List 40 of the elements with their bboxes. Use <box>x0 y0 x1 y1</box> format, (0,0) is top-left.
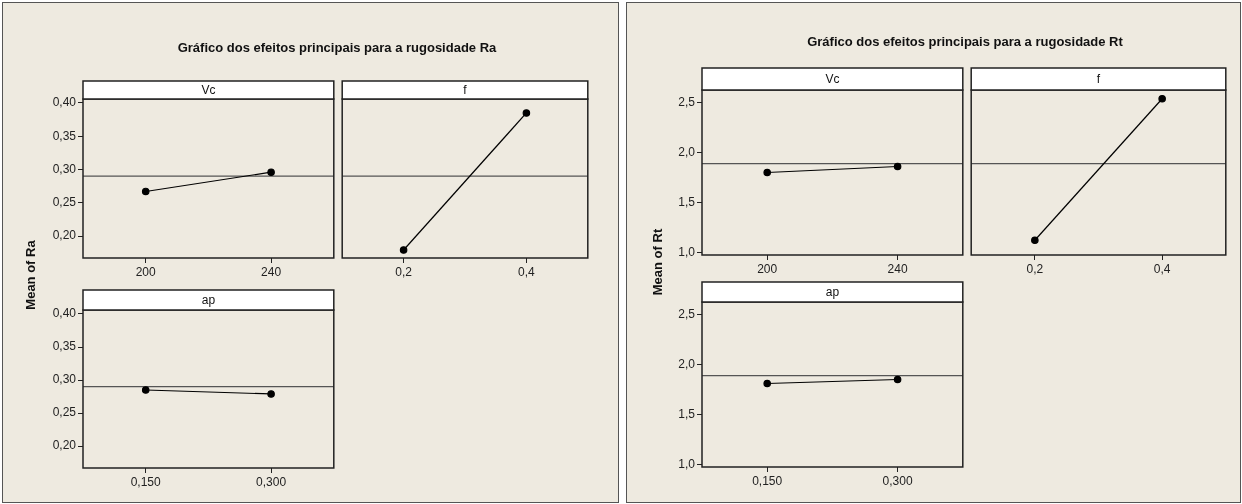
y-tick-label: 2,0 <box>678 144 696 159</box>
y-tick-label: 2,5 <box>678 95 696 110</box>
x-tick-label: 0,150 <box>752 473 783 488</box>
y-axis-title: Mean of Ra <box>22 240 38 310</box>
chart-subtitle: f <box>463 83 468 98</box>
x-tick-label: 240 <box>887 261 908 276</box>
y-tick-label: 2,5 <box>678 307 696 322</box>
y-tick-label: 0,30 <box>52 372 77 387</box>
y-tick-label: 1,0 <box>678 244 696 259</box>
x-tick-label: 200 <box>757 261 778 276</box>
y-tick-label: 0,40 <box>52 306 77 321</box>
y-tick-label: 0,25 <box>52 405 77 420</box>
chart-subtitle: Vc <box>201 83 216 98</box>
y-tick-label: 0,35 <box>52 128 77 143</box>
y-tick-label: 1,0 <box>678 456 696 471</box>
y-tick-label: 0,40 <box>52 95 77 110</box>
x-tick-label: 0,300 <box>882 473 913 488</box>
x-tick-label: 0,300 <box>256 474 287 489</box>
x-tick-label: 0,2 <box>395 264 413 279</box>
chart-subtitle: Vc <box>825 72 840 87</box>
y-tick-label: 0,20 <box>52 228 77 243</box>
y-tick-label: 0,25 <box>52 195 77 210</box>
y-tick-label: 0,30 <box>52 161 77 176</box>
y-axis-title: Mean of Rt <box>649 228 665 296</box>
x-tick-label: 0,4 <box>1153 261 1171 276</box>
chart-title: Gráfico dos efeitos principais para a rugosidade Rt <box>807 34 1123 49</box>
chart-title: Gráfico dos efeitos principais para a rugosidade Ra <box>177 40 497 55</box>
x-tick-label: 200 <box>135 264 157 279</box>
x-tick-label: 0,4 <box>518 264 536 279</box>
y-tick-label: 0,35 <box>52 339 77 354</box>
x-tick-label: 0,150 <box>130 474 162 489</box>
chart-subtitle: ap <box>201 293 216 308</box>
y-tick-label: 2,0 <box>678 356 696 371</box>
x-tick-label: 240 <box>261 264 282 279</box>
x-tick-label: 0,2 <box>1026 261 1044 276</box>
chart-subtitle: ap <box>825 285 840 300</box>
y-tick-label: 1,5 <box>678 406 696 421</box>
y-tick-label: 1,5 <box>678 194 696 209</box>
chart-subtitle: f <box>1096 72 1101 87</box>
y-tick-label: 0,20 <box>52 438 77 453</box>
